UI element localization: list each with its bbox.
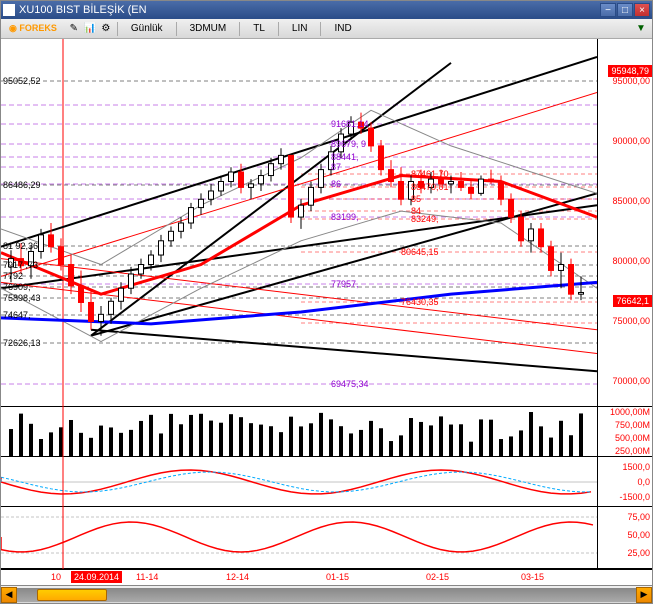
- chart-icon[interactable]: 📊: [83, 22, 97, 36]
- app-icon: [3, 4, 15, 16]
- y-axis-right: 95000,0090000,0085000,0080000,0075000,00…: [597, 39, 652, 406]
- foreks-logo: ◉ FOREKS: [9, 23, 57, 34]
- scroll-right-button[interactable]: ▶: [636, 587, 652, 603]
- scroll-left-button[interactable]: ◀: [1, 587, 17, 603]
- volume-chart: [1, 407, 597, 457]
- volume-panel[interactable]: 1000,00M750,00M500,00M250,00M: [1, 407, 652, 457]
- indicator-button[interactable]: IND: [325, 21, 360, 36]
- macd-chart: [1, 457, 597, 507]
- tool-icon[interactable]: ⚙: [99, 22, 113, 36]
- date-badge: 24.09.2014: [71, 571, 122, 583]
- minimize-button[interactable]: −: [600, 3, 616, 17]
- current-price-badge: 76642,1: [613, 295, 652, 307]
- scrollbar[interactable]: ◀ ▶: [1, 585, 652, 603]
- volume-y-axis: 1000,00M750,00M500,00M250,00M: [597, 407, 652, 456]
- toolbar: ◉ FOREKS ✎ 📊 ⚙ Günlük 3DMUM TL LIN IND ▼: [1, 19, 652, 39]
- titlebar[interactable]: XU100 BIST BİLEŞİK (EN − □ ×: [1, 1, 652, 19]
- scroll-thumb[interactable]: [37, 589, 107, 601]
- currency-button[interactable]: TL: [244, 21, 274, 36]
- rsi-panel[interactable]: 75,0050,0025,00: [1, 507, 652, 569]
- window-title: XU100 BIST BİLEŞİK (EN: [19, 4, 147, 16]
- price-chart: [1, 39, 597, 407]
- macd-panel[interactable]: 1500,00,0-1500,0: [1, 457, 652, 507]
- rsi-y-axis: 75,0050,0025,00: [597, 507, 652, 568]
- charttype-button[interactable]: 3DMUM: [181, 21, 236, 36]
- pencil-icon[interactable]: ✎: [67, 22, 81, 36]
- x-axis: 1011-1412-1401-1502-1503-15 24.09.2014: [1, 569, 652, 585]
- linetype-button[interactable]: LIN: [283, 21, 317, 36]
- top-price-badge: 95948,79: [608, 65, 652, 77]
- rsi-chart: [1, 507, 597, 569]
- chart-area[interactable]: 95052,5286486,2981 92,367917 ,7377927690…: [1, 39, 652, 585]
- maximize-button[interactable]: □: [617, 3, 633, 17]
- macd-y-axis: 1500,00,0-1500,0: [597, 457, 652, 506]
- chart-window: XU100 BIST BİLEŞİK (EN − □ × ◉ FOREKS ✎ …: [0, 0, 653, 604]
- price-panel[interactable]: 95052,5286486,2981 92,367917 ,7377927690…: [1, 39, 652, 407]
- scroll-track[interactable]: [17, 588, 636, 602]
- close-button[interactable]: ×: [634, 3, 650, 17]
- period-button[interactable]: Günlük: [122, 21, 172, 36]
- chevron-down-icon[interactable]: ▼: [634, 22, 648, 36]
